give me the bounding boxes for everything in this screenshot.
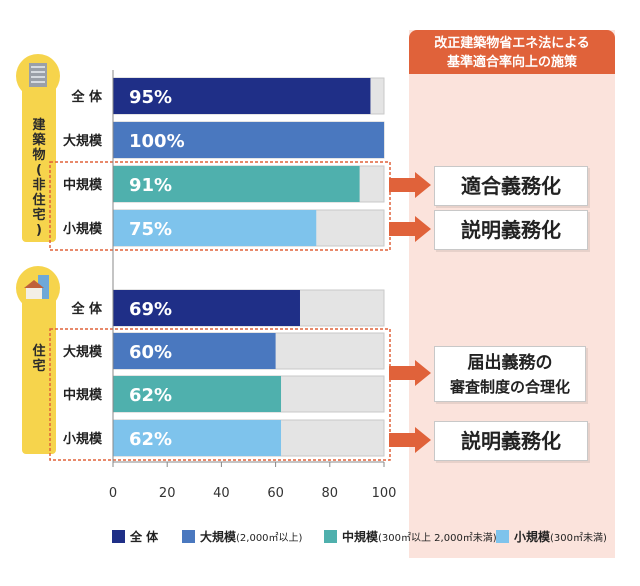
panel-title-line2: 基準適合率向上の施策 — [446, 55, 577, 70]
bar — [113, 210, 317, 246]
group-label-char: 建 — [32, 118, 46, 133]
group-residential-sidebar: 住宅 — [16, 266, 60, 454]
group-label-char: 住 — [32, 344, 46, 359]
highlight-box — [49, 161, 391, 251]
group-label-char: 宅 — [32, 359, 46, 374]
x-tick-label: 20 — [159, 486, 176, 501]
data-label: 62% — [129, 429, 172, 450]
highlight-box — [49, 328, 391, 461]
x-tick-label: 60 — [267, 486, 284, 501]
policy-panel: 改正建築物省エネ法による 基準適合率向上の施策 — [409, 30, 615, 558]
legend-sublabel: (300㎡未満) — [550, 533, 607, 544]
legend-label: 小規模 — [514, 530, 551, 544]
policy-box-explanation-nonresidential: 説明義務化 — [434, 210, 588, 250]
policy-panel-header: 改正建築物省エネ法による 基準適合率向上の施策 — [409, 30, 615, 74]
legend-swatch — [324, 530, 337, 543]
house-icon — [16, 266, 60, 310]
legend-swatch — [112, 530, 125, 543]
data-label: 100% — [129, 131, 185, 152]
policy-text: 審査制度の合理化 — [449, 378, 570, 396]
legend-item-large: 大規模(2,000㎡以上) — [182, 528, 302, 545]
legend-swatch — [182, 530, 195, 543]
x-tick-label: 80 — [322, 486, 339, 501]
group-nonresidential-sidebar: 建築物(非住宅) — [16, 54, 60, 242]
category-label: 中規模 — [63, 387, 103, 403]
bar — [113, 122, 384, 158]
data-label: 91% — [129, 175, 172, 196]
category-label: 小規模 — [63, 221, 103, 237]
legend-item-medium: 中規模(300㎡以上 2,000㎡未満) — [324, 528, 497, 545]
policy-text: 説明義務化 — [461, 429, 561, 453]
policy-box-notification: 届出義務の 審査制度の合理化 — [434, 346, 586, 402]
policy-box-explanation-residential: 説明義務化 — [434, 421, 588, 461]
policy-text: 説明義務化 — [461, 218, 561, 242]
legend-item-all: 全 体 — [112, 528, 158, 545]
legend-label: 全 体 — [130, 530, 159, 544]
category-label: 全 体 — [70, 89, 103, 105]
legend-label: 中規模 — [342, 530, 379, 544]
category-label: 大規模 — [63, 344, 103, 360]
group-label-char: 非 — [32, 178, 46, 193]
x-tick-label: 100 — [372, 486, 397, 501]
category-label: 小規模 — [63, 431, 103, 447]
legend-sublabel: (2,000㎡以上) — [236, 533, 303, 544]
arrow-right-icon — [389, 216, 431, 242]
group-label-char: 住 — [32, 193, 46, 208]
group-nonresidential-label: 建築物(非住宅) — [22, 118, 56, 238]
policy-text: 届出義務の — [467, 353, 553, 373]
group-label-char: 築 — [32, 133, 46, 148]
category-label: 全 体 — [70, 301, 103, 317]
bar — [113, 166, 360, 202]
group-residential-label: 住宅 — [22, 344, 56, 374]
bar — [113, 420, 282, 456]
arrow-right-icon — [389, 360, 431, 386]
data-label: 62% — [129, 385, 172, 406]
bar — [113, 290, 300, 326]
arrow-right-icon — [389, 172, 431, 198]
policy-text: 適合義務化 — [461, 174, 561, 198]
legend-swatch — [496, 530, 509, 543]
category-label: 中規模 — [63, 177, 103, 193]
group-label-char: 物 — [32, 148, 46, 163]
group-label-char: ) — [36, 223, 42, 238]
data-label: 60% — [129, 342, 172, 363]
group-label-char: 宅 — [32, 208, 46, 223]
data-label: 95% — [129, 87, 172, 108]
bar — [113, 333, 276, 369]
x-tick-label: 40 — [213, 486, 230, 501]
group-label-char: ( — [36, 163, 42, 178]
category-label: 大規模 — [63, 133, 103, 149]
office-building-icon — [16, 54, 60, 98]
policy-box-conformity: 適合義務化 — [434, 166, 588, 206]
bar — [113, 376, 282, 412]
bar — [113, 78, 371, 114]
x-tick-label: 0 — [109, 486, 117, 501]
data-label: 69% — [129, 299, 172, 320]
panel-title-line1: 改正建築物省エネ法による — [434, 36, 590, 51]
legend-sublabel: (300㎡以上 2,000㎡未満) — [378, 533, 497, 544]
data-label: 75% — [129, 219, 172, 240]
arrow-right-icon — [389, 427, 431, 453]
legend-item-small: 小規模(300㎡未満) — [496, 528, 607, 545]
legend-label: 大規模 — [200, 530, 237, 544]
